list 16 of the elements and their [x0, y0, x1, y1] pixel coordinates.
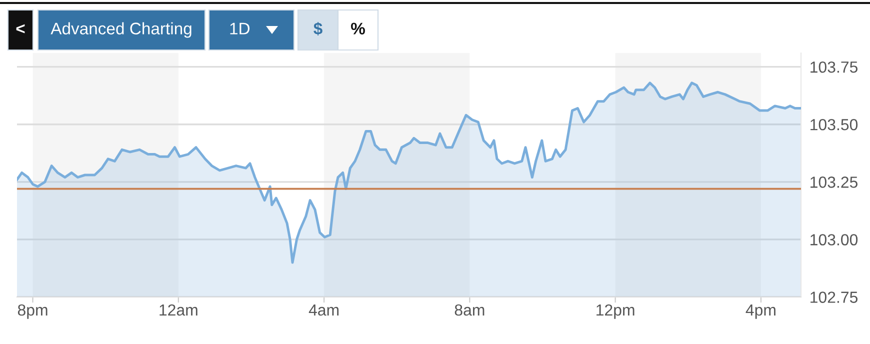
- x-tick-label: 12am: [160, 304, 198, 316]
- y-tick-label: 103.50: [810, 118, 858, 130]
- text: %: [351, 22, 365, 34]
- x-tick-label: 8pm: [18, 304, 48, 319]
- y-tick-label: 103.00: [810, 234, 858, 246]
- y-tick-label: 103.75: [810, 61, 858, 73]
- text: <: [16, 24, 25, 34]
- y-tick-label: 103.25: [810, 176, 858, 188]
- x-tick-label: 12pm: [596, 304, 634, 319]
- y-tick-label: 102.75: [810, 292, 858, 303]
- text: $: [314, 22, 322, 36]
- x-tick-label: 8am: [454, 304, 484, 316]
- x-tick-label: 4am: [308, 304, 339, 316]
- x-tick-label: 4pm: [746, 304, 776, 319]
- text: 1D: [230, 22, 250, 34]
- text: Advanced Charting: [50, 22, 192, 38]
